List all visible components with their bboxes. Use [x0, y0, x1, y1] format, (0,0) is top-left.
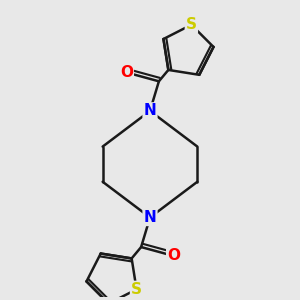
Text: O: O [167, 248, 180, 263]
Text: S: S [186, 17, 197, 32]
Text: O: O [120, 65, 133, 80]
Text: N: N [144, 210, 156, 225]
Text: N: N [144, 103, 156, 118]
Text: S: S [131, 282, 142, 297]
